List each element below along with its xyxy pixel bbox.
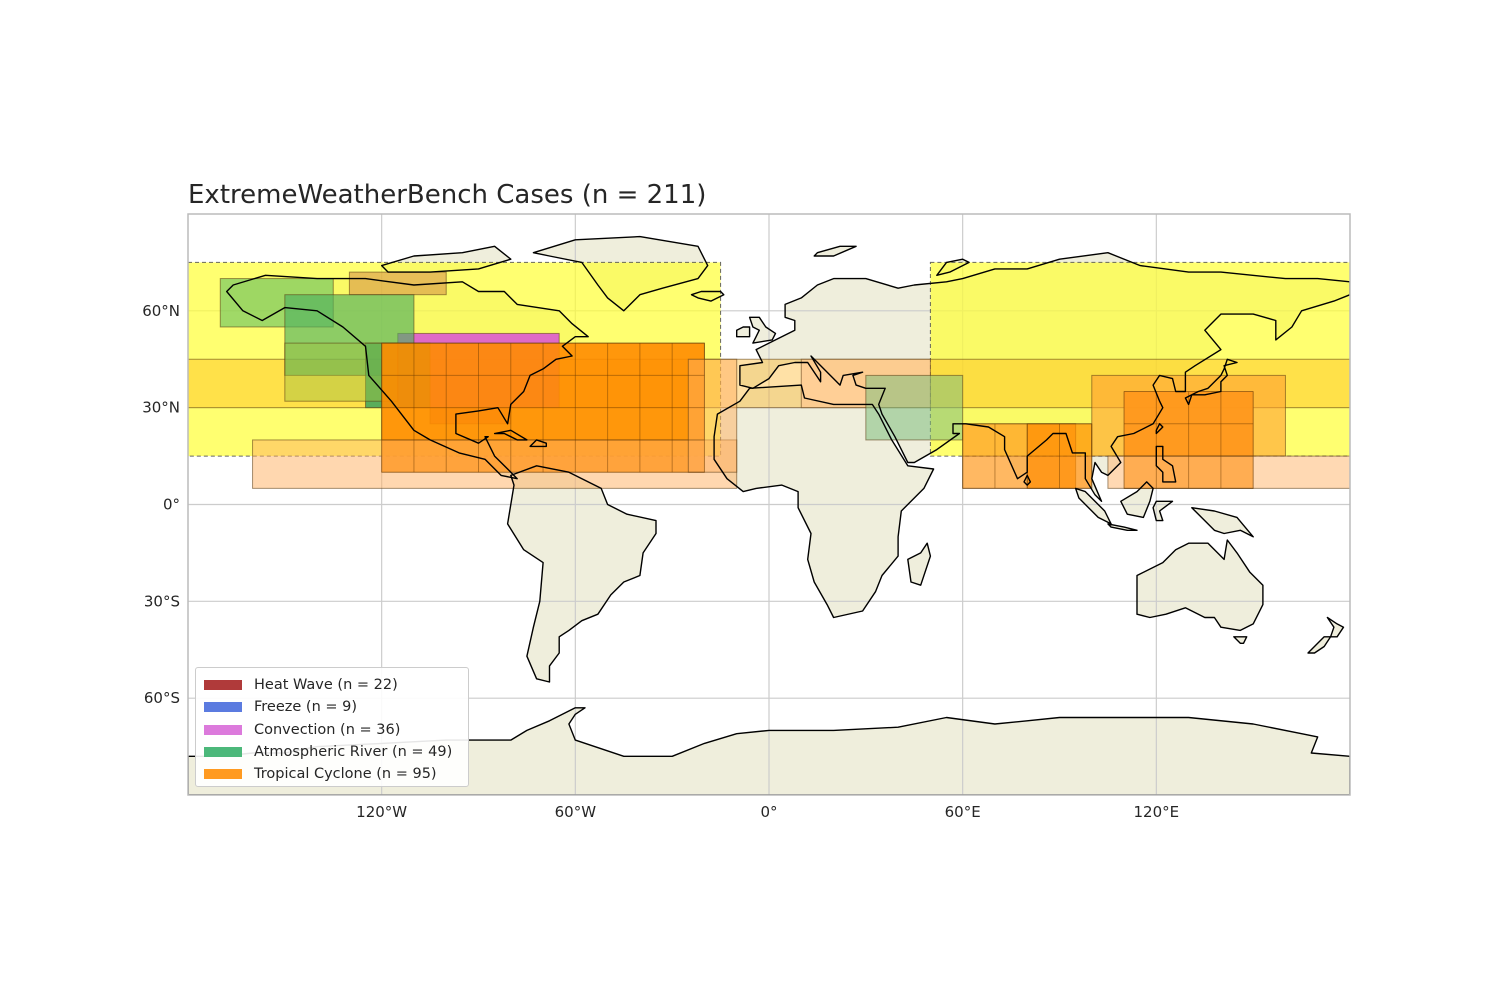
coastline-africa — [713, 384, 935, 619]
land-ireland — [736, 327, 750, 337]
coastline-cuba — [493, 429, 528, 441]
legend-item-atmospheric-river: Atmospheric River (n = 49) — [204, 741, 460, 763]
legend-item-convection: Convection (n = 36) — [204, 719, 460, 741]
legend: Heat Wave (n = 22) Freeze (n = 9) Convec… — [195, 667, 469, 787]
coastline-new-guinea — [1191, 507, 1254, 538]
coastline-sulawesi — [1152, 500, 1174, 522]
land-south-america — [507, 465, 656, 682]
coastline-south-america — [506, 465, 657, 683]
land-sumatra — [1075, 488, 1112, 524]
legend-swatch-atmospheric-river — [204, 747, 242, 758]
legend-item-tropical-cyclone: Tropical Cyclone (n = 95) — [204, 763, 460, 785]
legend-item-freeze: Freeze (n = 9) — [204, 696, 460, 718]
coastline-new-zealand-north — [1326, 616, 1345, 638]
coastline-ireland — [736, 326, 751, 338]
y-tick-labels: 60°N 30°N 0° 30°S 60°S — [142, 302, 180, 707]
region-atmospheric-river — [865, 374, 964, 441]
y-tick-label: 60°S — [144, 689, 180, 707]
x-tick-label: 0° — [760, 803, 777, 821]
x-tick-label: 120°E — [1134, 803, 1180, 821]
legend-swatch-tropical-cyclone — [204, 769, 242, 780]
coastline-borneo — [1120, 481, 1154, 519]
land-madagascar — [907, 543, 931, 586]
coastline-novaya-zemlya — [936, 258, 970, 276]
y-tick-label: 30°N — [142, 399, 180, 417]
coastline-north-america — [225, 274, 589, 480]
map-title: ExtremeWeatherBench Cases (n = 211) — [188, 180, 707, 210]
coastline-australia — [1136, 539, 1264, 632]
y-tick-label: 30°S — [144, 592, 180, 610]
x-tick-label: 120°W — [356, 803, 407, 821]
y-tick-label: 0° — [163, 496, 180, 514]
legend-label-heat-wave: Heat Wave (n = 22) — [254, 677, 398, 694]
x-tick-label: 60°W — [555, 803, 597, 821]
coastline-java — [1107, 523, 1138, 531]
land-new-guinea — [1191, 507, 1254, 537]
coastline-greenland — [532, 235, 709, 312]
x-tick-label: 60°E — [945, 803, 981, 821]
case-regions — [188, 261, 1350, 489]
land-tasmania — [1233, 636, 1247, 644]
region-tropical-cyclone — [252, 439, 738, 489]
coastline-taiwan — [1155, 423, 1164, 435]
region-tropical-cyclone — [687, 358, 738, 473]
region-tropical-cyclone — [1091, 374, 1286, 457]
legend-label-freeze: Freeze (n = 9) — [254, 699, 358, 716]
legend-item-heat-wave: Heat Wave (n = 22) — [204, 674, 460, 696]
coastline-japan — [1184, 358, 1238, 406]
map-frame — [187, 213, 1351, 796]
region-atmospheric-river — [284, 342, 399, 402]
land-new-zealand-south — [1308, 636, 1331, 653]
x-tick-labels: 120°W 60°W 0° 60°E 120°E — [356, 803, 1179, 821]
coastline-canadian-archipelago — [381, 245, 512, 273]
legend-label-atmospheric-river: Atmospheric River (n = 49) — [254, 744, 453, 761]
land-australia — [1137, 540, 1263, 631]
coastline-scandinavia-arctic — [813, 245, 857, 257]
region-tropical-cyclone — [1026, 423, 1093, 489]
coastline-madagascar — [907, 542, 932, 586]
legend-label-tropical-cyclone: Tropical Cyclone (n = 95) — [254, 766, 437, 783]
y-tick-label: 60°N — [142, 302, 180, 320]
legend-swatch-heat-wave — [204, 680, 242, 691]
coastline-british-isles — [748, 316, 777, 344]
legend-swatch-convection — [204, 724, 242, 735]
land-scandinavia-arctic — [814, 246, 857, 256]
coastline-eurasia — [739, 251, 1350, 502]
coastline-new-zealand-south — [1307, 636, 1332, 654]
land-borneo — [1120, 481, 1154, 518]
land-sulawesi — [1153, 501, 1173, 521]
legend-label-convection: Convection (n = 36) — [254, 721, 401, 738]
coastline-tasmania — [1233, 636, 1248, 644]
coastline-hispaniola — [529, 439, 547, 448]
coastline-sri-lanka — [1023, 474, 1032, 486]
legend-swatch-freeze — [204, 702, 242, 713]
coastline-philippines — [1155, 445, 1177, 483]
coastline-iceland — [690, 290, 725, 302]
